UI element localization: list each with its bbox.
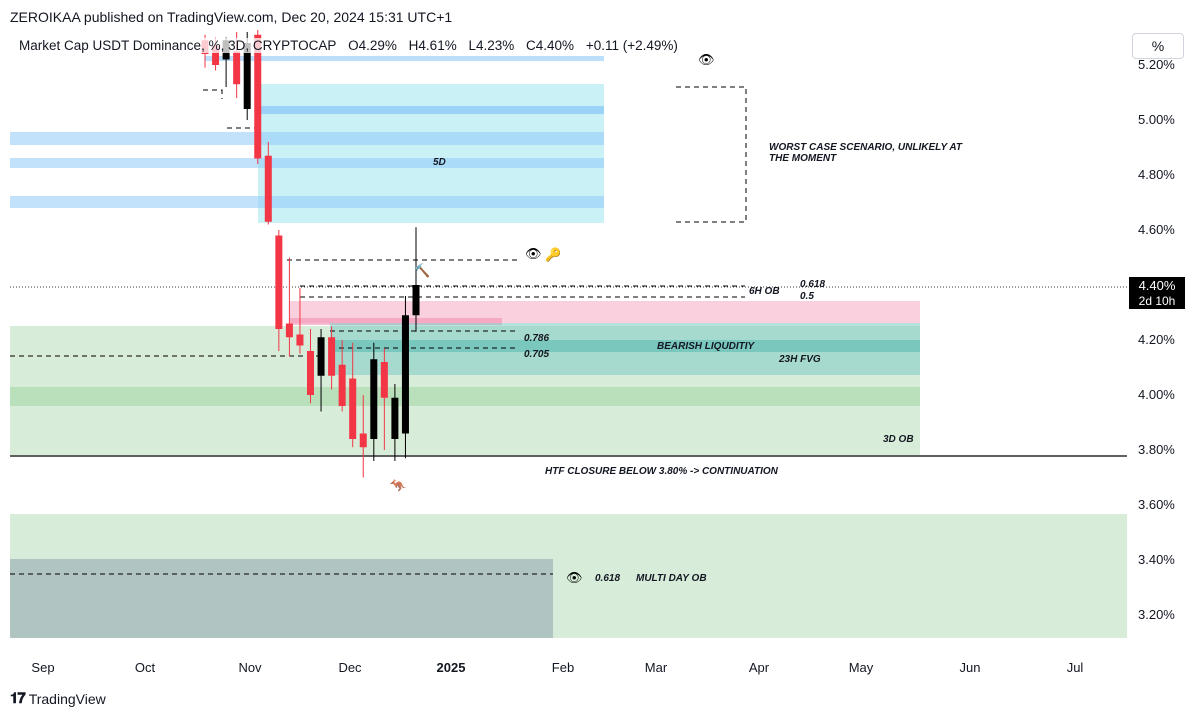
label-multi-day-ob: MULTI DAY OB xyxy=(636,573,707,584)
candle-body xyxy=(243,43,251,109)
x-tick-label: 2025 xyxy=(437,660,466,675)
footer-brand[interactable]: 𝟏𝟕 TradingView xyxy=(10,690,106,707)
zone-top-strip xyxy=(205,56,604,61)
label-worst-case-1: WORST CASE SCENARIO, UNLIKELY AT xyxy=(769,142,963,153)
candle-body xyxy=(328,337,336,376)
y-tick-label: 5.20% xyxy=(1138,57,1175,72)
key-icon: 🔑 xyxy=(545,246,561,263)
label-3d-ob: 3D OB xyxy=(883,434,914,445)
footer-brand-label: TradingView xyxy=(28,690,106,707)
eye-icon: 👁 xyxy=(698,52,715,67)
x-tick-label: Sep xyxy=(31,660,54,675)
x-tick-label: Feb xyxy=(552,660,574,675)
candle-body xyxy=(412,285,420,316)
hammer-icon: 🔨 xyxy=(414,263,430,278)
x-tick-label: Jun xyxy=(960,660,981,675)
candle-body xyxy=(338,364,346,406)
candle-body xyxy=(233,51,241,85)
kangaroo-icon: 🦘 xyxy=(390,478,407,493)
label-fib-0786: 0.786 xyxy=(524,333,549,344)
candle-body xyxy=(275,235,283,329)
change-value: +0.11 (+2.49%) xyxy=(585,38,678,53)
zone-blue-band-3 xyxy=(10,196,604,208)
tradingview-logo-icon: 𝟏𝟕 xyxy=(10,690,26,707)
candle-body xyxy=(380,362,388,398)
current-price-tag: 4.40% 2d 10h xyxy=(1129,277,1185,309)
x-tick-label: May xyxy=(849,660,874,675)
y-tick-label: 5.00% xyxy=(1138,112,1175,127)
zone-bearish-liquidity xyxy=(330,340,920,352)
candle-body xyxy=(296,334,304,346)
percent-scale-button[interactable]: % xyxy=(1132,33,1184,59)
candle-body xyxy=(359,433,367,448)
zone-5d-band-1 xyxy=(258,106,604,114)
x-tick-label: Jul xyxy=(1067,660,1084,675)
close-value: C4.40% xyxy=(526,38,575,53)
label-23h-fvg: 23H FVG xyxy=(778,354,821,365)
svg-text:4.40%: 4.40% xyxy=(1139,278,1176,293)
candle-body xyxy=(391,397,399,439)
svg-text:2d 10h: 2d 10h xyxy=(1139,294,1176,308)
zone-green-band xyxy=(10,387,920,406)
candle-body xyxy=(370,359,378,439)
label-fib-0705: 0.705 xyxy=(524,349,549,360)
x-tick-label: Apr xyxy=(749,660,770,675)
eye-icon: 👁 xyxy=(566,570,583,585)
candle-body xyxy=(264,155,272,222)
candle-body xyxy=(254,34,262,159)
label-5d: 5D xyxy=(433,157,446,168)
zone-blue-band-1 xyxy=(10,132,604,145)
y-tick-label: 3.60% xyxy=(1138,497,1175,512)
zone-pink-small xyxy=(290,318,502,325)
label-htf-closure: HTF CLOSURE BELOW 3.80% -> CONTINUATION xyxy=(545,466,779,477)
x-tick-label: Oct xyxy=(135,660,156,675)
low-value: L4.23% xyxy=(468,38,515,53)
candle-body xyxy=(401,315,409,434)
top-step-1 xyxy=(203,89,223,99)
open-value: O4.29% xyxy=(348,38,397,53)
label-worst-case-2: THE MOMENT xyxy=(769,153,837,164)
eye-icon: 👁 xyxy=(525,246,542,261)
candle-body xyxy=(285,323,293,338)
zone-pink xyxy=(290,301,920,323)
y-tick-label: 4.60% xyxy=(1138,222,1175,237)
label-bearish-liquidity: BEARISH LIQUDITIY xyxy=(657,341,756,352)
candle-body xyxy=(307,351,314,395)
symbol-title: Market Cap USDT Dominance, %, 3D, CRYPTO… xyxy=(19,38,337,53)
candle-body xyxy=(212,45,220,65)
candle-body xyxy=(317,337,325,376)
high-value: H4.61% xyxy=(408,38,457,53)
label-fib-05: 0.5 xyxy=(800,291,814,302)
publisher-line: ZEROIKAA published on TradingView.com, D… xyxy=(10,9,453,25)
zone-multi-day-ob xyxy=(10,559,553,638)
y-tick-label: 3.40% xyxy=(1138,552,1175,567)
y-tick-label: 4.20% xyxy=(1138,332,1175,347)
y-tick-label: 3.80% xyxy=(1138,442,1175,457)
x-tick-label: Mar xyxy=(645,660,668,675)
y-tick-label: 4.00% xyxy=(1138,387,1175,402)
chart-legend: Market Cap USDT Dominance, %, 3D, CRYPTO… xyxy=(17,38,688,53)
worst-case-bracket xyxy=(676,86,747,223)
label-6h-ob: 6H OB xyxy=(749,286,780,297)
x-tick-label: Nov xyxy=(238,660,262,675)
y-tick-label: 3.20% xyxy=(1138,607,1175,622)
candle-body xyxy=(349,378,357,439)
label-fib-0618-upper: 0.618 xyxy=(800,279,825,290)
x-tick-label: Dec xyxy=(338,660,362,675)
zone-blue-band-2 xyxy=(10,158,604,168)
label-fib-0618-lower: 0.618 xyxy=(595,573,620,584)
y-tick-label: 4.80% xyxy=(1138,167,1175,182)
